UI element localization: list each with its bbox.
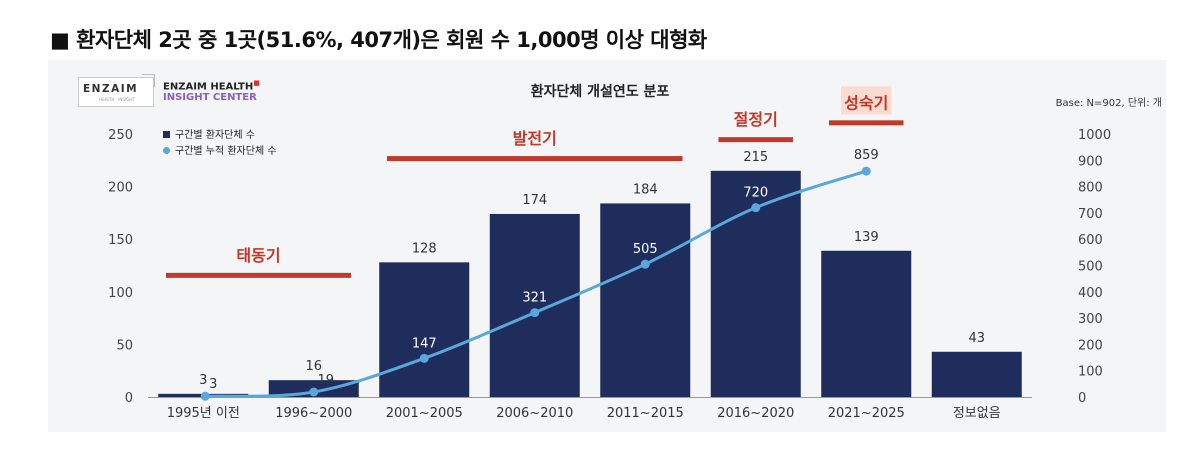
x-tick-label: 2006~2010 [496, 406, 573, 421]
y-right-tick-label: 300 [1078, 312, 1103, 327]
brand-name-line2: INSIGHT CENTER [163, 92, 257, 103]
logo-text: ENZAIM [83, 83, 139, 95]
logo-subtext: HEALTH · INSIGHT [99, 97, 135, 102]
y-right-tick-label: 800 [1078, 181, 1103, 196]
bar-value-label: 184 [633, 182, 658, 197]
cumulative-value-label: 720 [743, 186, 768, 201]
phase-highlight-bg [841, 86, 892, 115]
brand-name: ENZAIM HEALTH [163, 81, 254, 93]
brand-mark-icon: ■ [253, 79, 260, 87]
y-right-tick-label: 900 [1078, 154, 1103, 169]
y-right-tick-label: 600 [1078, 233, 1103, 248]
x-tick-label: 2016~2020 [717, 406, 794, 421]
logo-corner-decoration [142, 74, 155, 87]
bar-value-label: 3 [199, 373, 207, 388]
legend-swatch-line [163, 147, 170, 154]
y-right-tick-label: 200 [1078, 338, 1103, 353]
x-tick-label: 1995년 이전 [167, 406, 240, 421]
y-left-tick-label: 0 [125, 391, 133, 406]
enzaim-logo: ENZAIM HEALTH · INSIGHT [78, 77, 154, 107]
x-tick-label: 2021~2025 [828, 406, 905, 421]
phase-label: 태동기 [236, 246, 280, 265]
bar [489, 213, 580, 397]
brand-name-line1: ENZAIM HEALTH■ [163, 79, 260, 92]
phase-label: 성숙기 [844, 93, 888, 112]
cumulative-point [309, 387, 319, 397]
y-right-tick-label: 100 [1078, 365, 1103, 380]
bar-value-label: 16 [305, 359, 322, 374]
cumulative-point [200, 391, 210, 401]
y-left-tick-label: 50 [116, 338, 133, 353]
chart-title: 환자단체 개설연도 분포 [531, 83, 670, 100]
y-left-tick-label: 250 [108, 128, 133, 143]
legend-swatch-bars [163, 131, 170, 138]
phase-label: 절정기 [734, 110, 778, 129]
phase-bar [387, 156, 683, 162]
y-right-tick-label: 500 [1078, 260, 1103, 275]
y-right-tick-label: 400 [1078, 286, 1103, 301]
cumulative-point [751, 203, 761, 213]
y-right-tick-label: 700 [1078, 207, 1103, 222]
cumulative-value-label: 3 [209, 377, 217, 392]
headline: ■ 환자단체 2곳 중 1곳(51.6%, 407개)은 회원 수 1,000명… [50, 28, 707, 52]
cumulative-value-label: 859 [854, 148, 879, 163]
bar [600, 203, 691, 397]
phase-bar [829, 120, 904, 126]
cumulative-point [530, 308, 540, 318]
bar-value-label: 128 [412, 241, 437, 256]
y-left-tick-label: 100 [108, 286, 133, 301]
phase-label: 발전기 [513, 129, 557, 148]
x-tick-label: 1996~2000 [275, 406, 352, 421]
y-right-tick-label: 0 [1078, 391, 1086, 406]
phase-bar [718, 137, 793, 143]
bar-value-label: 174 [522, 193, 547, 208]
legend-label-bars: 구간별 환자단체 수 [175, 129, 255, 141]
cumulative-point [861, 166, 871, 176]
cumulative-point [419, 353, 429, 363]
x-tick-label: 2011~2015 [607, 406, 684, 421]
phase-bar [166, 272, 351, 278]
bar [379, 262, 470, 397]
cumulative-value-label: 147 [412, 336, 437, 351]
cumulative-value-label: 19 [317, 373, 334, 388]
bar [931, 351, 1022, 397]
cumulative-value-label: 321 [522, 291, 547, 306]
legend-label-line: 구간별 누적 환자단체 수 [175, 145, 277, 157]
bar-value-label: 139 [854, 230, 879, 245]
x-tick-label: 정보없음 [953, 406, 1001, 421]
bar [821, 250, 912, 397]
x-tick-label: 2001~2005 [386, 406, 463, 421]
cumulative-value-label: 505 [633, 242, 658, 257]
bar-value-label: 215 [743, 150, 768, 165]
y-right-tick-label: 1000 [1078, 128, 1111, 143]
bar-value-label: 43 [968, 331, 985, 346]
chart-note: Base: N=902, 단위: 개 [1056, 96, 1162, 109]
cumulative-point [640, 259, 650, 269]
y-left-tick-label: 200 [108, 181, 133, 196]
y-left-tick-label: 150 [108, 233, 133, 248]
